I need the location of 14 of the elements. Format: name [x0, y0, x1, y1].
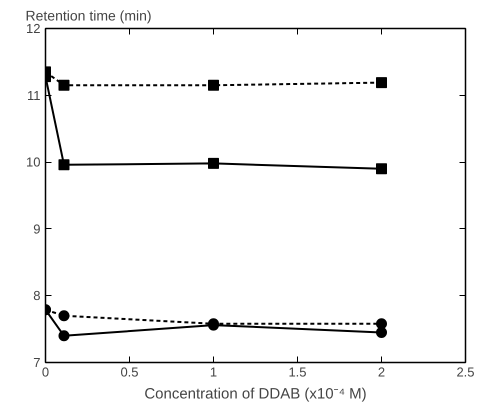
- y-axis-title: Retention time (min): [26, 8, 152, 24]
- y-tick-label: 12: [26, 21, 41, 36]
- y-tick-label: 10: [26, 154, 41, 170]
- x-tick-label: 1: [210, 364, 218, 380]
- y-tick-label: 11: [27, 88, 41, 103]
- x-tick-label: 0: [42, 364, 50, 380]
- x-tick-label: 2: [378, 364, 386, 380]
- x-tick-label: 1.5: [288, 364, 307, 380]
- x-axis-title: Concentration of DDAB (x10⁻⁴ M): [144, 386, 367, 402]
- y-tick-label: 7: [33, 355, 41, 370]
- y-tick-label: 8: [33, 288, 41, 304]
- y-tick-label: 9: [33, 221, 41, 236]
- x-tick-label: 0.5: [120, 364, 139, 380]
- x-tick-label: 2.5: [456, 364, 475, 380]
